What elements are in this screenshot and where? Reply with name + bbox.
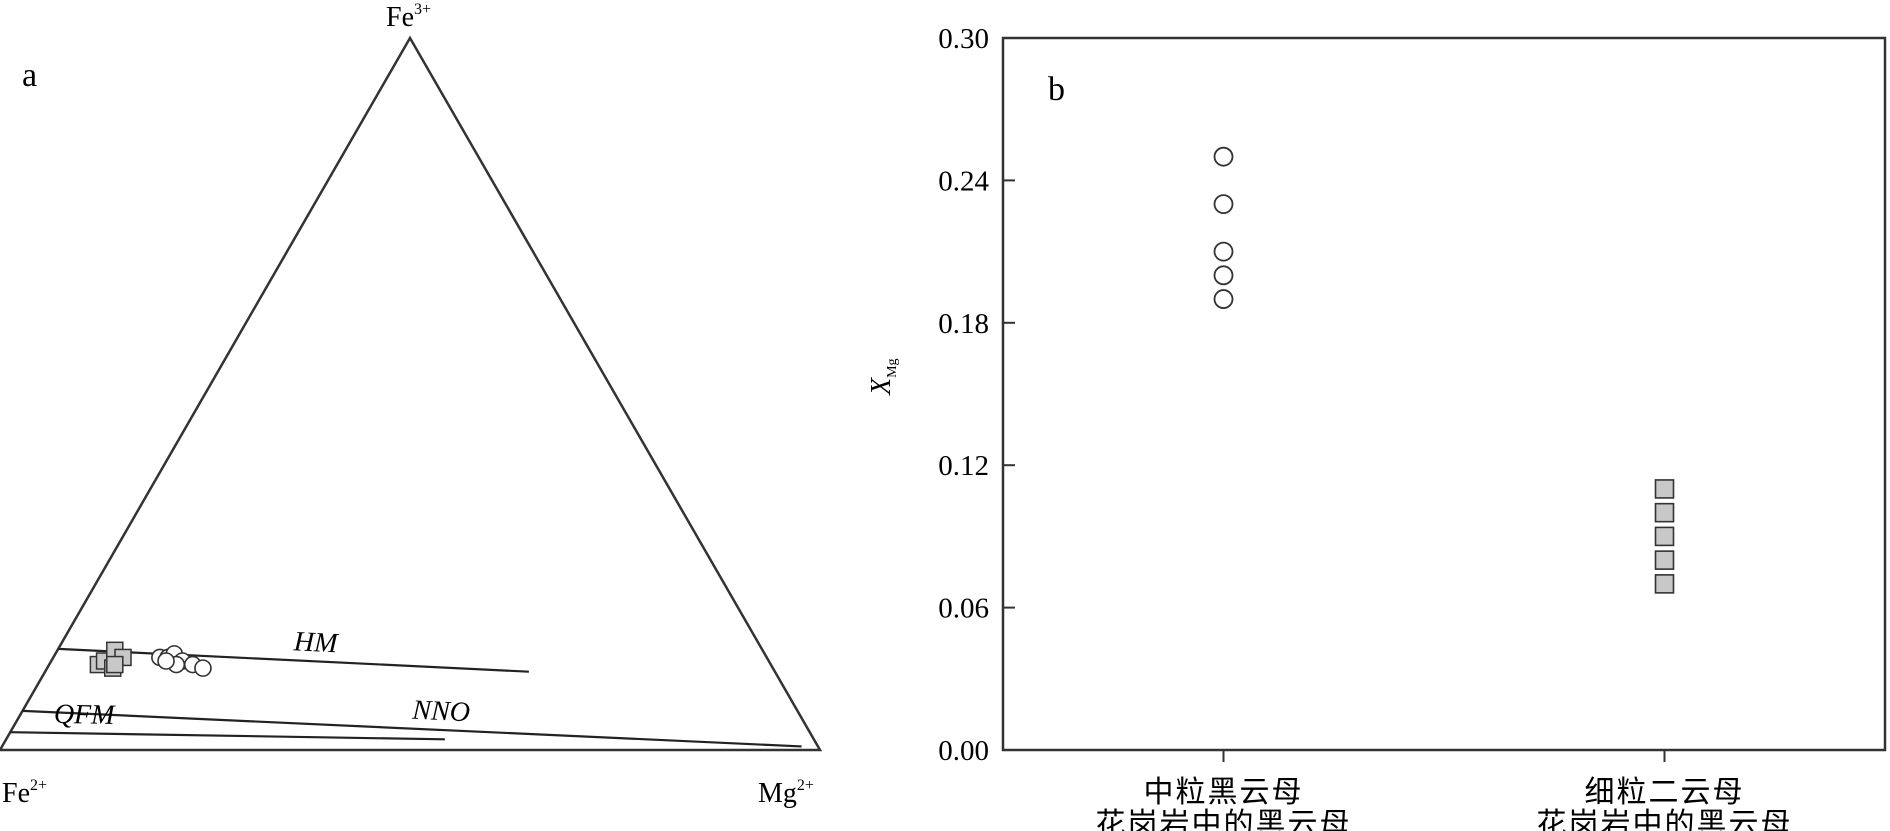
xmg-point-square [1654, 479, 1675, 499]
y-axis-label: XMg [866, 358, 900, 396]
ternary-points [89, 641, 212, 677]
xmg-points [1213, 146, 1675, 594]
xmg-panel: b 0.000.060.120.180.240.30 中粒黑云母花岗岩中的黑云母… [866, 23, 1887, 831]
y-tick-label: 0.30 [938, 23, 989, 55]
x-category-label-line2: 花岗岩中的黑云母 [1096, 807, 1352, 831]
ternary-point-circle [194, 659, 212, 677]
ternary-panel: a HM NNO QFM Fe3+ Fe2+ Mg2+ [0, 1, 823, 809]
buffer-label-qfm: QFM [54, 699, 117, 731]
vertex-left-label: Fe2+ [2, 777, 47, 809]
ternary-point-circle [157, 652, 175, 670]
buffer-label-hm: HM [292, 626, 340, 659]
y-tick-label: 0.00 [938, 735, 989, 767]
xmg-point-square [1654, 502, 1675, 523]
xmg-point-square [1654, 526, 1675, 547]
ternary-triangle [0, 35, 823, 752]
x-category-label-line2: 花岗岩中的黑云母 [1537, 807, 1793, 831]
buffer-line-hm [58, 647, 529, 673]
xmg-point-circle [1213, 289, 1234, 309]
buffer-label-nno: NNO [411, 695, 471, 729]
buffer-line-qfm [10, 731, 445, 741]
vertex-top-label: Fe3+ [386, 1, 431, 33]
xmg-point-square [1654, 574, 1675, 594]
x-category-label-line1: 细粒二云母 [1585, 775, 1745, 810]
plot-frame [1001, 36, 1887, 752]
xmg-point-square [1654, 550, 1675, 570]
panel-label-b: b [1048, 71, 1065, 108]
y-tick-label: 0.06 [938, 593, 989, 625]
y-tick-label: 0.12 [938, 450, 989, 482]
panel-label-a: a [22, 57, 37, 94]
x-category-label-line1: 中粒黑云母 [1144, 775, 1304, 810]
xmg-point-circle [1213, 194, 1234, 215]
buffer-line-nno [22, 709, 802, 748]
y-tick-label: 0.18 [938, 308, 989, 340]
xmg-point-circle [1213, 146, 1234, 167]
ternary-point-square [106, 655, 124, 674]
y-tick-label: 0.24 [938, 165, 989, 197]
buffer-lines: HM NNO QFM [10, 626, 802, 748]
y-axis: 0.00 0.06 0.12 0.18 0.24 0.30 [938, 23, 1015, 767]
xmg-point-circle [1213, 265, 1234, 286]
vertex-right-label: Mg2+ [758, 777, 814, 809]
xmg-point-circle [1213, 241, 1234, 262]
